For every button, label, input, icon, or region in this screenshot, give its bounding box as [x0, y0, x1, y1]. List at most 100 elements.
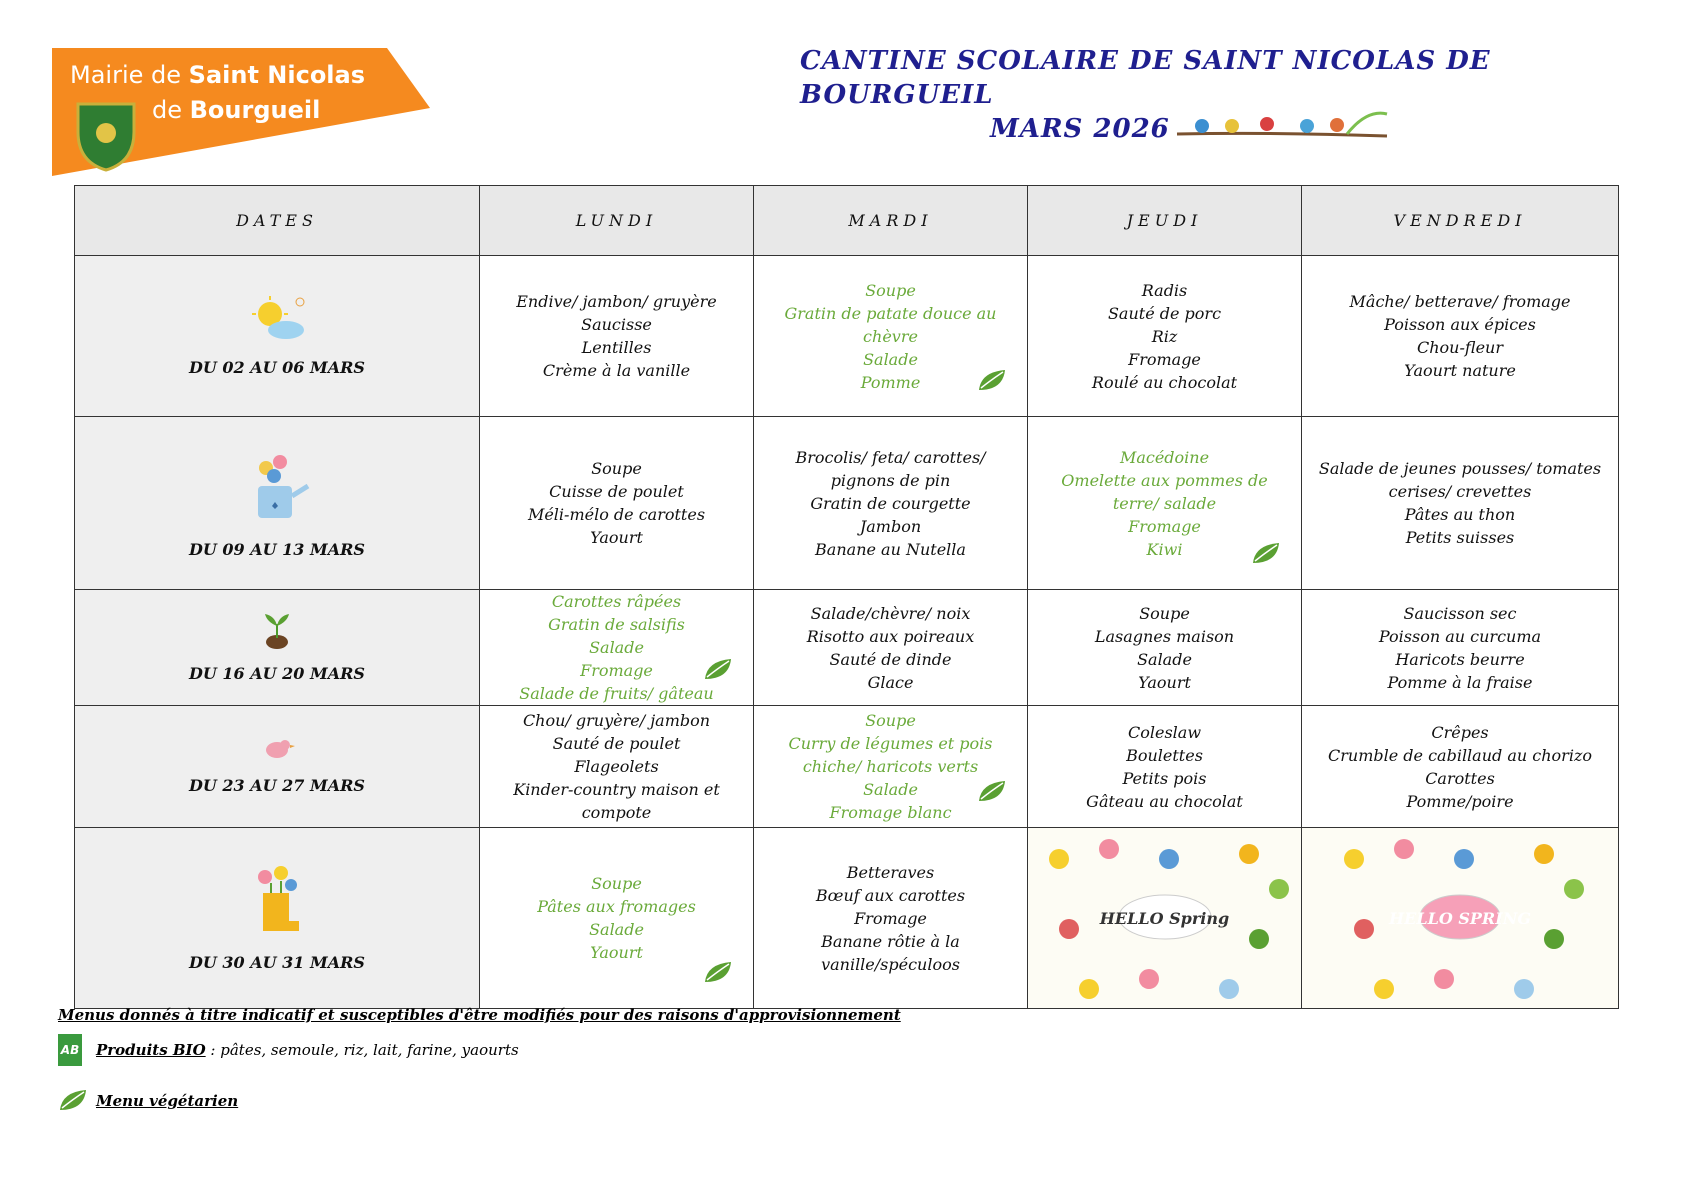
menu-item: Salade	[589, 638, 644, 657]
menu-item: Gratin de courgette	[810, 493, 971, 513]
menu-item: Flageolets	[574, 757, 659, 776]
menu-items: Radis Sauté de porc Riz Fromage Roulé au cho…	[1028, 279, 1301, 394]
illustration: HELLO Spring	[1028, 829, 1301, 1007]
menu-cell: Carottes râpées Gratin de salsifis Salade F…	[479, 589, 754, 706]
menu-cell: Chou/ gruyère/ jambon Sauté de poulet Flag…	[479, 705, 754, 828]
menu-cell: Mâche/ betterave/ fromage Poisson aux épi…	[1301, 255, 1619, 417]
menu-item: Soupe	[865, 280, 916, 300]
date-cell: DU 23 AU 27 MARS	[74, 705, 480, 828]
column-header: LUNDI	[479, 185, 754, 256]
logo: Mairie de Saint Nicolas de Bourgueil	[52, 48, 430, 176]
menu-item: Gratin de patate douce au chèvre	[784, 303, 997, 346]
menu-item: Yaourt nature	[1404, 361, 1516, 380]
menu-items: Soupe Gratin de patate douce au chèvre Sal…	[754, 279, 1027, 394]
menu-item: Coleslaw	[1127, 722, 1202, 742]
week-row: DU 30 AU 31 MARS Soupe Pâtes aux fromages S…	[74, 827, 1619, 1009]
week-row: DU 02 AU 06 MARS Endive/ jambon/ gruyère S…	[74, 255, 1619, 417]
svg-text:AB: AB	[60, 1043, 79, 1057]
date-range: DU 16 AU 20 MARS	[189, 664, 365, 683]
date-icon	[75, 736, 479, 768]
menu-cell: Macédoine Omelette aux pommes de terre/ s…	[1027, 416, 1302, 590]
menu-items: Soupe Pâtes aux fromages Salade Yaourt	[480, 872, 753, 964]
menu-item: Soupe	[1139, 603, 1190, 623]
date-cell: DU 09 AU 13 MARS	[74, 416, 480, 590]
menu-item: Petits pois	[1122, 768, 1207, 788]
week-row: DU 09 AU 13 MARS Soupe Cuisse de poulet Mél…	[74, 416, 1619, 590]
menu-item: Chou/ gruyère/ jambon	[522, 711, 711, 730]
menu-item: Sauté de porc	[1107, 303, 1222, 323]
menu-items: Saucisson sec Poisson au curcuma Haricots …	[1302, 602, 1618, 694]
column-header: MARDI	[753, 185, 1028, 256]
table-body: DU 02 AU 06 MARS Endive/ jambon/ gruyère S…	[74, 255, 1619, 1009]
menu-item: Yaourt	[1138, 672, 1191, 692]
date-range: DU 09 AU 13 MARS	[189, 539, 365, 559]
vegetarian-leaf	[703, 960, 735, 992]
menu-items: Crêpes Crumble de cabillaud au chorizo Car…	[1302, 721, 1618, 813]
menu-item: Kinder-country maison et compote	[513, 780, 720, 822]
vegetarian-leaf	[977, 368, 1009, 400]
menu-item: Sauté de dinde	[829, 649, 952, 669]
illustration-text: HELLO SPRING	[1389, 909, 1531, 928]
date-cell: DU 16 AU 20 MARS	[74, 589, 480, 706]
menu-item: Gâteau au chocolat	[1086, 791, 1243, 811]
menu-items: Carottes râpées Gratin de salsifis Salade F…	[480, 590, 753, 705]
bio-label: Produits BIO	[96, 1041, 206, 1059]
menu-item: Chou-fleur	[1417, 338, 1503, 357]
menu-item: Haricots beurre	[1395, 649, 1525, 669]
menu-cell: Salade/chèvre/ noix Risotto aux poireaux S…	[753, 589, 1028, 706]
menu-item: Bœuf aux carottes	[815, 885, 966, 905]
illustration-cell: HELLO SPRING	[1301, 827, 1619, 1009]
date-icon	[75, 294, 479, 350]
menu-items: Coleslaw Boulettes Petits pois Gâteau au ch…	[1028, 721, 1301, 813]
menu-items: Mâche/ betterave/ fromage Poisson aux épi…	[1302, 290, 1618, 382]
menu-item: Glace	[867, 672, 914, 692]
menu-item: Carottes râpées	[551, 592, 682, 611]
menu-items: Soupe Lasagnes maison Salade Yaourt	[1028, 602, 1301, 694]
menu-item: Banane au Nutella	[815, 539, 966, 559]
menu-item: Roulé au chocolat	[1091, 372, 1238, 392]
menu-item: Yaourt	[590, 528, 643, 547]
menu-item: Crumble de cabillaud au chorizo	[1328, 745, 1592, 765]
column-header: VENDREDI	[1301, 185, 1619, 256]
date-range: DU 02 AU 06 MARS	[189, 357, 365, 377]
birds-branch	[1176, 111, 1388, 138]
menu-item: Lasagnes maison	[1094, 626, 1235, 646]
menu-item: Salade de fruits/ gâteau	[519, 684, 714, 703]
menu-item: Crème à la vanille	[542, 361, 691, 380]
menu-item: Carottes	[1425, 768, 1495, 788]
menu-items: Macédoine Omelette aux pommes de terre/ s…	[1028, 446, 1301, 561]
menu-item: Radis	[1141, 280, 1188, 300]
menu-item: Fromage blanc	[829, 803, 952, 822]
footer: Menus donnés à titre indicatif et suscep…	[58, 1006, 901, 1114]
menu-item: Soupe	[591, 874, 642, 893]
menu-cell: Coleslaw Boulettes Petits pois Gâteau au ch…	[1027, 705, 1302, 828]
bio-logo: AB	[58, 1034, 82, 1066]
menu-item: Omelette aux pommes de terre/ salade	[1061, 470, 1268, 513]
vegetarian-leaf	[703, 657, 735, 689]
menu-item: Pâtes aux fromages	[537, 897, 696, 916]
footer-note: Menus donnés à titre indicatif et suscep…	[58, 1006, 901, 1024]
menu-item: Poisson au curcuma	[1378, 626, 1542, 646]
menu-cell: Soupe Pâtes aux fromages Salade Yaourt	[479, 827, 754, 1009]
menu-item: Soupe	[865, 711, 916, 730]
menu-item: Fromage	[854, 908, 927, 928]
date-range: DU 23 AU 27 MARS	[189, 776, 365, 795]
week-row: DU 16 AU 20 MARS Carottes râpées Gratin de…	[74, 589, 1619, 706]
menu-cell: Salade de jeunes pousses/ tomates cerise…	[1301, 416, 1619, 590]
menu-cell: Soupe Cuisse de poulet Méli-mélo de carott…	[479, 416, 754, 590]
bio-line: AB Produits BIO : pâtes, semoule, riz, l…	[58, 1034, 901, 1066]
menu-item: Soupe	[591, 459, 642, 478]
menu-items: Salade/chèvre/ noix Risotto aux poireaux S…	[754, 602, 1027, 694]
menu-item: Riz	[1151, 326, 1178, 346]
menu-item: Gratin de salsifis	[548, 615, 685, 634]
menu-items: Soupe Curry de légumes et pois chiche/ ha…	[754, 709, 1027, 824]
menu-item: Endive/ jambon/ gruyère	[516, 292, 717, 311]
menu-items: Betteraves Bœuf aux carottes Fromage Banane…	[754, 861, 1027, 976]
menu-item: Fromage	[1128, 516, 1201, 536]
menu-item: Saucisse	[581, 315, 652, 334]
menu-item: Lentilles	[581, 338, 652, 357]
veg-leaf	[60, 1090, 86, 1110]
menu-item: Salade	[863, 780, 918, 799]
menu-item: Macédoine	[1119, 447, 1210, 467]
